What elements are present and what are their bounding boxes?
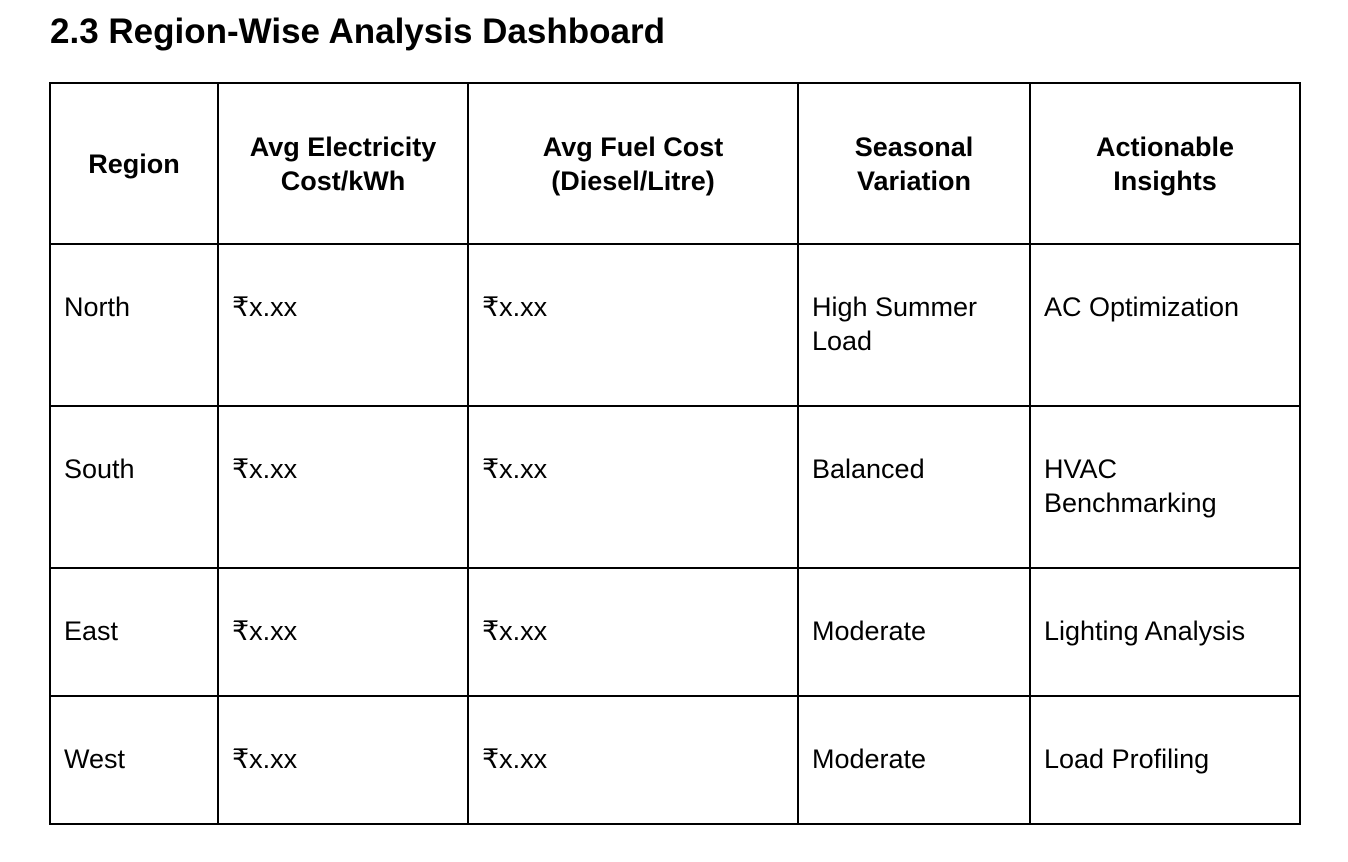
cell-actionable-insight: AC Optimization: [1029, 243, 1301, 407]
table-row: West ₹x.xx ₹x.xx Moderate Load Profiling: [49, 695, 1301, 825]
cell-seasonal-variation: Moderate: [797, 567, 1031, 697]
cell-fuel-cost: ₹x.xx: [467, 405, 799, 569]
table-row: South ₹x.xx ₹x.xx Balanced HVAC Benchmar…: [49, 405, 1301, 569]
cell-fuel-cost: ₹x.xx: [467, 567, 799, 697]
table-row: North ₹x.xx ₹x.xx High Summer Load AC Op…: [49, 243, 1301, 407]
cell-region: West: [49, 695, 219, 825]
cell-electricity-cost: ₹x.xx: [217, 243, 469, 407]
header-fuel-cost: Avg Fuel Cost (Diesel/Litre): [467, 82, 799, 245]
cell-seasonal-variation: Balanced: [797, 405, 1031, 569]
cell-seasonal-variation: High Summer Load: [797, 243, 1031, 407]
table-row: East ₹x.xx ₹x.xx Moderate Lighting Analy…: [49, 567, 1301, 697]
header-seasonal-variation: Seasonal Variation: [797, 82, 1031, 245]
cell-region: North: [49, 243, 219, 407]
cell-electricity-cost: ₹x.xx: [217, 567, 469, 697]
page-title: 2.3 Region-Wise Analysis Dashboard: [50, 12, 665, 51]
cell-region: East: [49, 567, 219, 697]
header-electricity-cost: Avg Electricity Cost/kWh: [217, 82, 469, 245]
header-region: Region: [49, 82, 219, 245]
cell-region: South: [49, 405, 219, 569]
cell-fuel-cost: ₹x.xx: [467, 243, 799, 407]
region-analysis-table: Region Avg Electricity Cost/kWh Avg Fuel…: [49, 82, 1301, 825]
cell-electricity-cost: ₹x.xx: [217, 405, 469, 569]
cell-actionable-insight: Lighting Analysis: [1029, 567, 1301, 697]
table-header-row: Region Avg Electricity Cost/kWh Avg Fuel…: [49, 82, 1301, 245]
cell-actionable-insight: HVAC Benchmarking: [1029, 405, 1301, 569]
cell-fuel-cost: ₹x.xx: [467, 695, 799, 825]
header-actionable-insights: Actionable Insights: [1029, 82, 1301, 245]
cell-actionable-insight: Load Profiling: [1029, 695, 1301, 825]
cell-seasonal-variation: Moderate: [797, 695, 1031, 825]
cell-electricity-cost: ₹x.xx: [217, 695, 469, 825]
